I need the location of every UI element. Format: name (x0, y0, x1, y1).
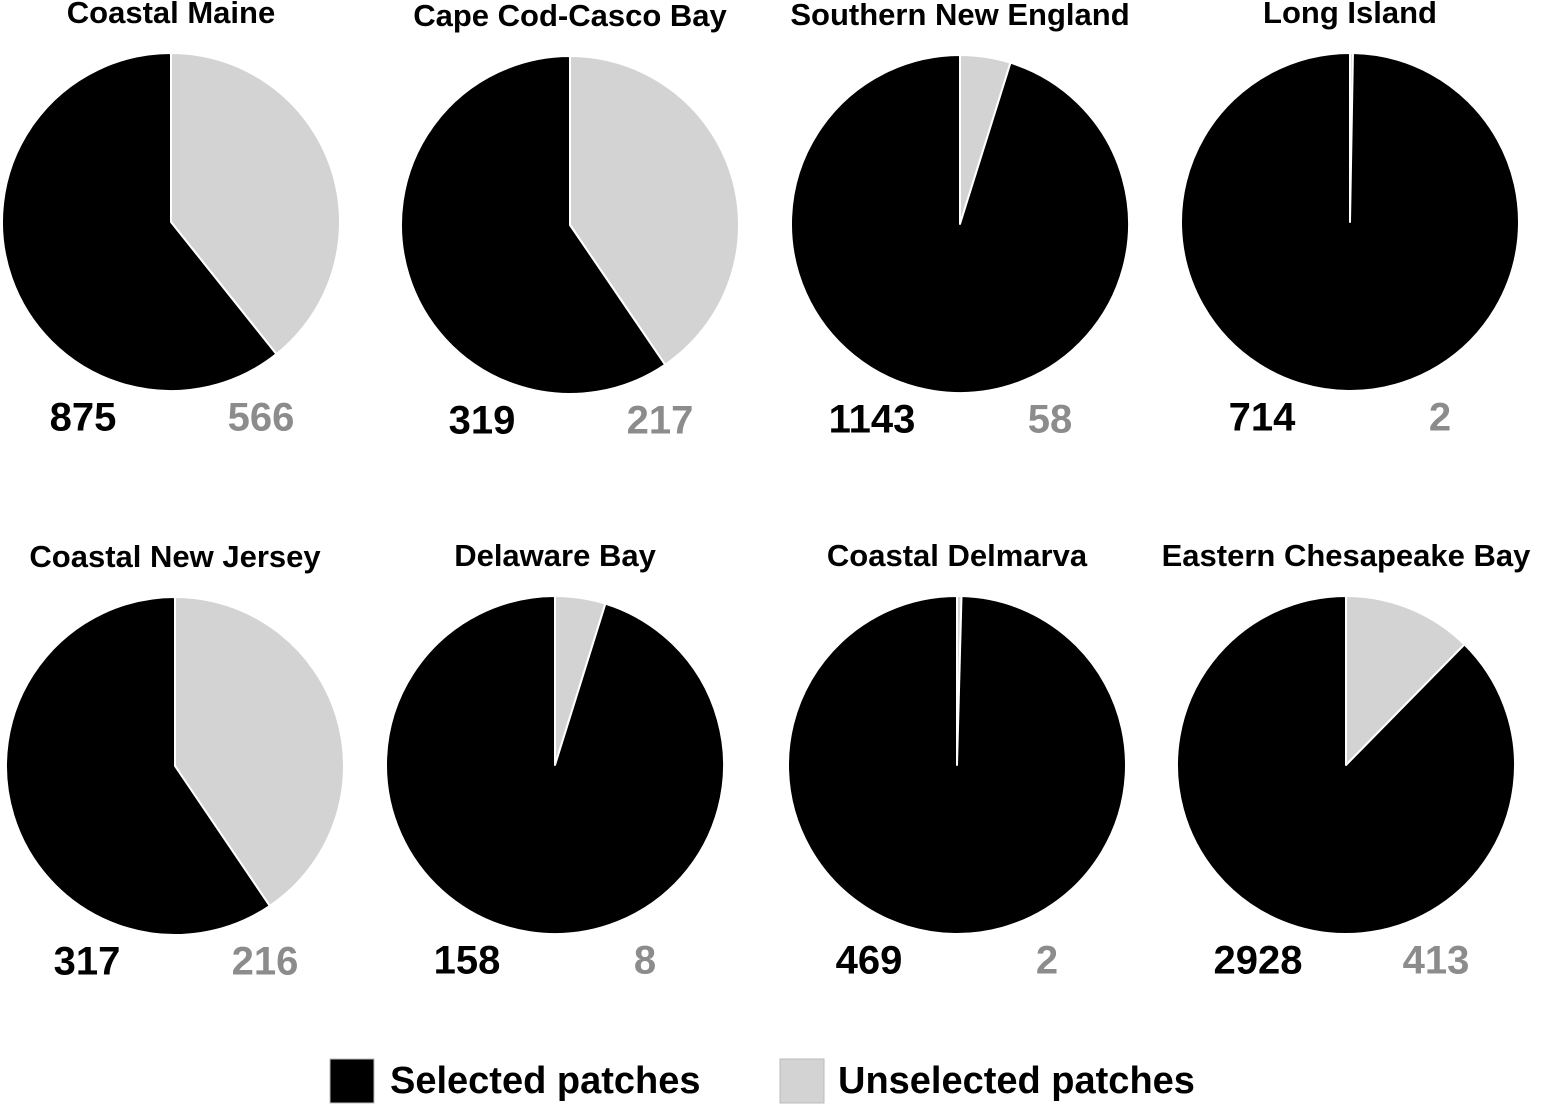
value-label: 317 (54, 940, 121, 984)
pie-slice (1176, 595, 1516, 935)
pie-slice (170, 52, 341, 356)
value-label: 217 (627, 399, 694, 443)
pie-slice (1345, 595, 1466, 766)
pie-slice (1180, 52, 1520, 392)
pie-title: Delaware Bay (454, 538, 656, 573)
value-label: 413 (1403, 939, 1470, 983)
pie-title: Coastal Delmarva (827, 538, 1088, 573)
value-label: 2 (1036, 939, 1058, 983)
value-label: 2928 (1214, 939, 1303, 983)
value-label: 469 (836, 939, 903, 983)
pie-slice (174, 596, 345, 907)
pie-title: Long Island (1263, 0, 1437, 30)
legend-swatch (779, 1058, 825, 1104)
legend-swatch (329, 1058, 375, 1104)
pie-slice (400, 55, 667, 395)
value-label: 566 (228, 396, 295, 440)
pie-title: Eastern Chesapeake Bay (1162, 538, 1532, 573)
value-label: 875 (50, 396, 117, 440)
legend-label: Selected patches (390, 1060, 700, 1102)
pie-slice (790, 54, 1131, 394)
value-label: 58 (1028, 398, 1073, 442)
value-label: 216 (232, 940, 299, 984)
pie-slice (5, 596, 271, 936)
pie-slice (787, 595, 1127, 935)
value-label: 1143 (829, 398, 916, 442)
value-label: 319 (449, 399, 516, 443)
value-label: 8 (634, 939, 656, 983)
pie-title: Coastal Maine (67, 0, 275, 30)
pie-title: Coastal New Jersey (29, 539, 321, 574)
pie-title: Cape Cod-Casco Bay (413, 0, 727, 33)
pie-slice (1, 52, 278, 392)
legend-label: Unselected patches (838, 1060, 1195, 1102)
pie-slice (569, 55, 740, 366)
pie-title: Southern New England (790, 0, 1129, 32)
value-label: 714 (1229, 396, 1296, 440)
value-label: 158 (434, 939, 501, 983)
value-label: 2 (1429, 396, 1451, 440)
pie-slice (385, 595, 725, 935)
